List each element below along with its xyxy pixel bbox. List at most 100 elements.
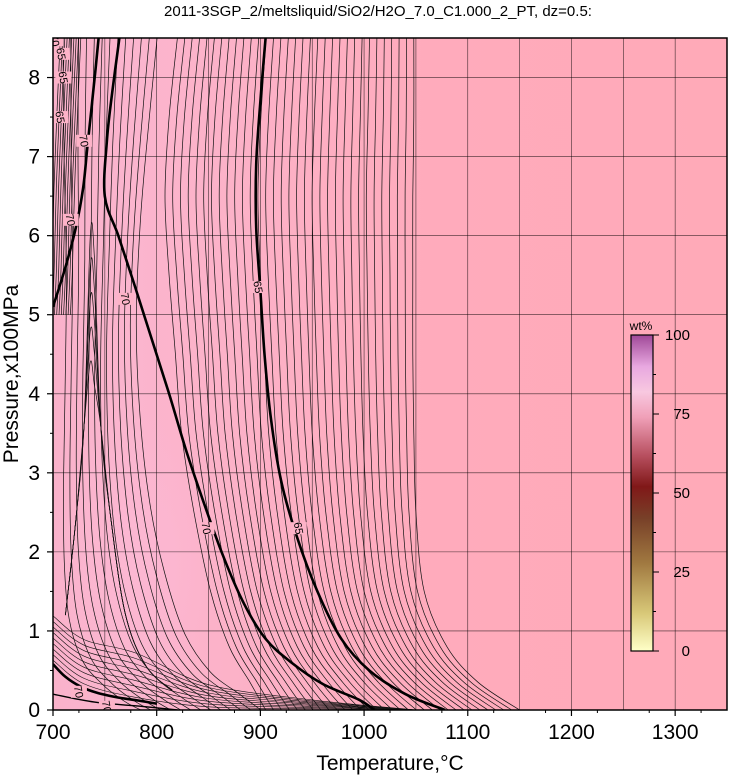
thin-contour-line <box>242 38 346 710</box>
contour-label: 70 <box>47 33 61 47</box>
thin-contour-line <box>187 38 290 710</box>
thin-contour-line <box>53 621 416 710</box>
pressure-peak-shading <box>53 410 220 710</box>
thin-contour-line <box>288 38 393 710</box>
thin-contour-line <box>404 38 512 710</box>
y-axis-label: Pressure,x100MPa <box>0 284 23 463</box>
thin-contour-line <box>257 38 362 710</box>
thin-contour-line <box>327 38 433 710</box>
thin-contour-line <box>226 38 330 710</box>
thin-contour-line <box>70 38 82 315</box>
contour-label: 65 <box>52 110 66 124</box>
x-tick-label: 1200 <box>548 721 595 744</box>
thin-contour-line <box>129 38 252 710</box>
contour-line-70 <box>53 663 157 705</box>
thin-contour-line <box>65 38 77 315</box>
thin-contour-line <box>373 38 481 710</box>
colorbar-tick-label: 75 <box>673 406 690 423</box>
contour-label: 65 <box>250 280 264 294</box>
y-tick-label: 5 <box>28 304 40 327</box>
colorbar-label: wt% <box>629 319 653 333</box>
contour-line-70 <box>53 38 100 308</box>
colorbar-tick-label: 0 <box>682 643 690 660</box>
thin-contour-line <box>135 38 262 710</box>
thin-contour-line <box>124 38 242 710</box>
thin-contour-line <box>53 632 416 710</box>
x-tick-label: 800 <box>139 721 174 744</box>
thin-contour-line <box>265 38 370 710</box>
y-tick-label: 0 <box>28 699 40 722</box>
thin-contour-line <box>112 38 221 710</box>
x-tick-label: 900 <box>243 721 278 744</box>
x-tick-label: 700 <box>35 721 70 744</box>
y-tick-label: 2 <box>28 541 40 564</box>
thin-contour-line <box>249 38 354 710</box>
contour-label-background <box>53 38 64 47</box>
contour-label-background <box>62 213 79 226</box>
contour-label: 65 <box>291 521 305 535</box>
colorbar-tick-label: 50 <box>673 485 690 502</box>
contour-label-background <box>53 111 69 124</box>
colorbar-gradient-bar <box>630 334 654 652</box>
contour-label-background <box>53 47 70 60</box>
x-tick-label: 1100 <box>445 721 490 744</box>
contour-label: 70 <box>63 213 77 227</box>
colorbar-tick-label: 25 <box>673 564 690 581</box>
thin-contour-line <box>358 38 465 710</box>
thin-contour-line <box>53 626 416 710</box>
contour-label: 65 <box>53 47 67 61</box>
thin-contour-line <box>211 38 314 710</box>
x-tick-label: 1000 <box>341 721 388 744</box>
thin-contour-line <box>342 38 449 710</box>
contour-label-background <box>198 522 215 535</box>
thin-contour-line <box>180 38 282 710</box>
contour-label: 70 <box>199 521 213 535</box>
thin-contour-line <box>60 38 73 315</box>
y-tick-label: 1 <box>28 620 40 643</box>
thin-contour-line <box>53 643 416 710</box>
contour-label: 70 <box>118 292 132 306</box>
chart-title: 2011-3SGP_2/meltsliquid/SiO2/H2O_7.0_C1.… <box>164 3 592 20</box>
colorbar-tick-label: 100 <box>665 327 690 344</box>
contour-label: 70 <box>99 700 113 714</box>
thin-contour-line <box>63 38 75 315</box>
colorbar: wt% 0 25 50 75 100 <box>629 319 690 660</box>
thin-contour-line <box>94 38 191 710</box>
thin-contour-line <box>412 38 520 710</box>
thin-contour-line <box>53 648 416 710</box>
contour-label: 70 <box>71 685 85 699</box>
thin-contour-line <box>88 38 181 710</box>
contour-label-background <box>250 281 267 294</box>
contour-label: 70 <box>76 134 90 148</box>
thin-contour-line <box>56 38 68 315</box>
thin-contour-line <box>106 38 211 710</box>
thin-contour-line <box>53 654 416 710</box>
thin-contour-line <box>350 38 457 710</box>
y-tick-label: 7 <box>28 146 40 169</box>
x-tick-label: 1300 <box>652 721 699 744</box>
y-tick-label: 6 <box>28 225 40 248</box>
thin-contour-line <box>67 38 79 315</box>
thin-contour-line <box>172 38 274 710</box>
thin-contour-line <box>396 38 504 710</box>
thin-contour-line <box>381 38 489 710</box>
contour-label-background <box>117 292 134 305</box>
contour-label-background <box>55 71 72 84</box>
thin-contour-line <box>54 38 66 315</box>
contour-label-background <box>70 685 87 698</box>
thin-contour-line <box>164 38 266 710</box>
thin-contour-line <box>65 222 173 691</box>
thin-contour-line <box>234 38 338 710</box>
contour-line-70 <box>53 693 178 710</box>
thin-contour-line <box>280 38 385 710</box>
bold-contour-group <box>53 38 446 710</box>
thin-contour-line <box>82 38 171 710</box>
contour-label: 65 <box>55 71 69 85</box>
contour-label-background <box>98 700 115 710</box>
thin-contour-line <box>53 38 61 244</box>
contour-line-70 <box>102 38 376 710</box>
